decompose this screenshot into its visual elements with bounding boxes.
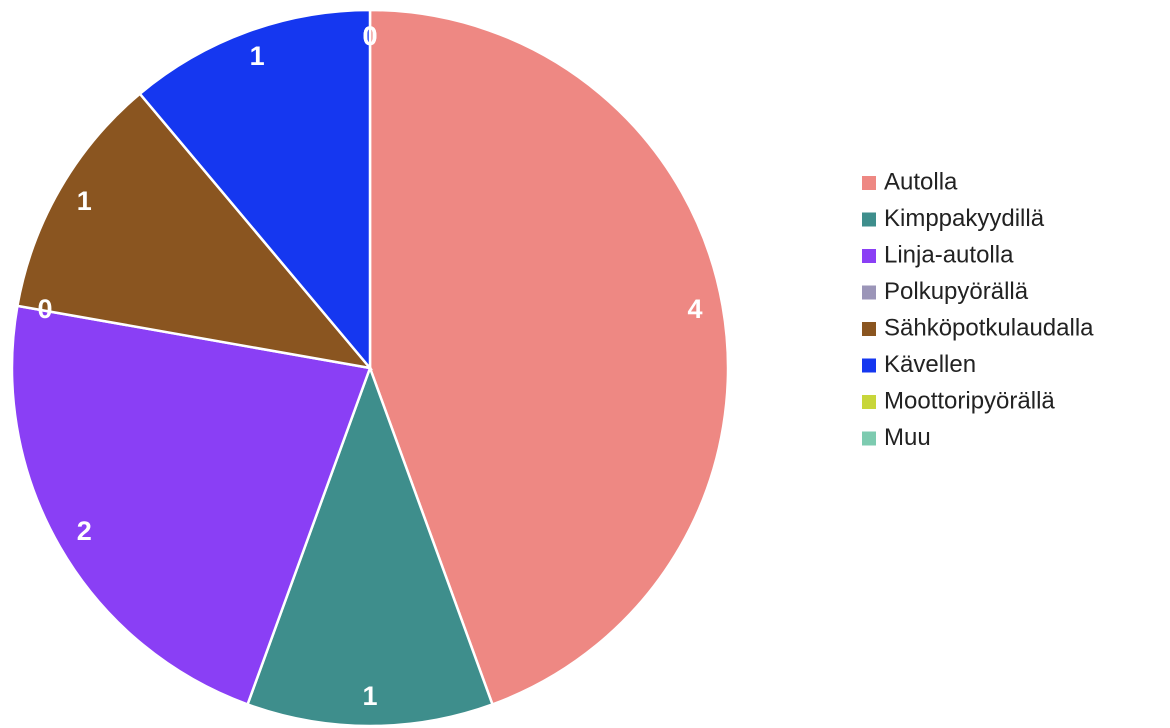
data-label: 1 xyxy=(362,681,377,711)
pie-slice xyxy=(15,91,374,370)
data-label: 1 xyxy=(250,41,265,71)
data-label: 0 xyxy=(362,21,377,51)
data-label: 2 xyxy=(77,516,92,546)
legend-swatch xyxy=(862,395,876,409)
pie-slice xyxy=(368,8,730,707)
legend-swatch xyxy=(862,212,876,227)
legend-swatch xyxy=(862,322,876,336)
legend-label: Kävellen xyxy=(884,351,976,378)
legend-swatch xyxy=(862,285,876,300)
legend-swatch xyxy=(862,176,876,190)
data-label: 0 xyxy=(37,294,52,324)
legend-swatch xyxy=(862,249,876,263)
pie-slice xyxy=(138,8,372,372)
legend-swatch xyxy=(862,431,876,446)
legend-label: Autolla xyxy=(884,168,958,195)
data-label: 4 xyxy=(687,294,702,324)
pie-slice xyxy=(10,304,372,707)
legend-label: Polkupyörällä xyxy=(884,278,1029,305)
legend-label: Moottoripyörällä xyxy=(884,387,1055,414)
legend-label: Linja-autolla xyxy=(884,241,1014,268)
legend-swatch xyxy=(862,358,876,373)
legend-label: Sähköpotkulaudalla xyxy=(884,314,1094,341)
legend-label: Muu xyxy=(884,424,931,451)
data-label: 1 xyxy=(77,186,92,216)
data-label: 0 xyxy=(362,21,377,51)
legend-label: Kimppakyydillä xyxy=(884,205,1045,232)
pie-slice xyxy=(245,364,495,728)
